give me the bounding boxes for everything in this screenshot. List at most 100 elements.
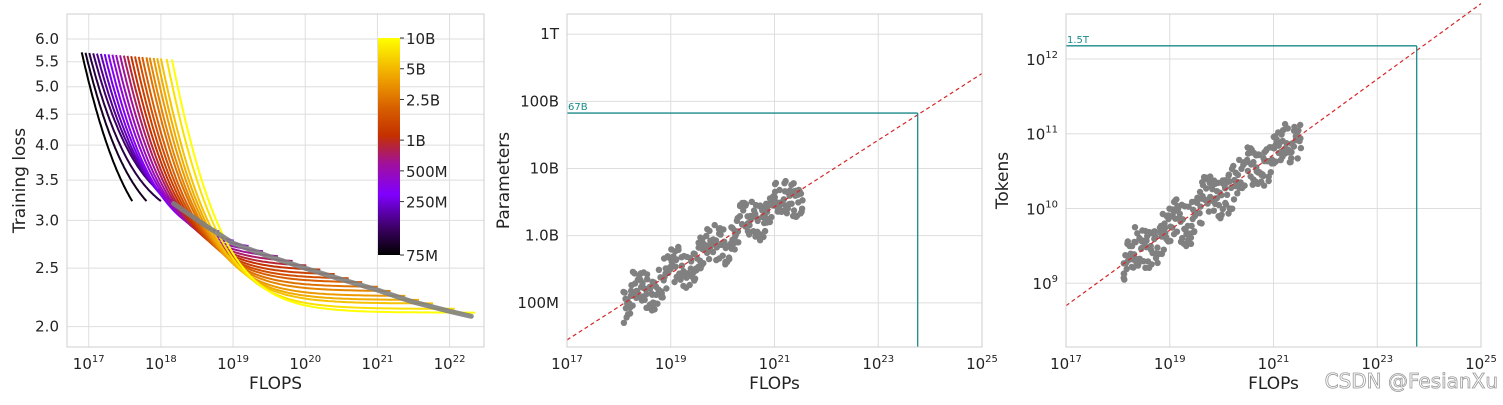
- parameters-point-86: [672, 263, 679, 270]
- tokens-panel-grid: [1065, 14, 1482, 347]
- parameters-point-295: [798, 208, 805, 215]
- tokens-point-114: [1188, 222, 1195, 230]
- watermark: CSDN @FesianXu: [1325, 369, 1498, 393]
- tokens-point-118: [1191, 228, 1198, 235]
- parameters-point-193: [736, 213, 744, 220]
- tokens-point-290: [1294, 155, 1301, 162]
- tokens-point-41: [1143, 237, 1150, 244]
- parameters-point-293: [797, 190, 805, 197]
- tokens-y-ticks: 109 1010 1011 1012: [1026, 50, 1058, 293]
- tokens-point-34: [1140, 258, 1147, 265]
- tokens-point-176: [1225, 171, 1233, 178]
- parameters-point-260: [776, 186, 783, 194]
- parameters-point-252: [772, 179, 780, 187]
- parameters-point-141: [705, 255, 713, 263]
- tokens-point-166: [1219, 205, 1227, 213]
- parameters-point-41: [643, 271, 651, 278]
- parameters-fit-line: [566, 72, 983, 341]
- parameters-point-143: [706, 227, 713, 235]
- parameters-point-40: [644, 276, 651, 283]
- tokens-point-131: [1198, 220, 1205, 227]
- tokens-panel-frame: [1065, 13, 1482, 348]
- parameters-point-245: [768, 213, 775, 221]
- parameters-point-136: [703, 232, 710, 240]
- parameters-y-label: Parameters: [494, 132, 514, 229]
- tokens-y-tick-3: 1012: [1026, 50, 1058, 69]
- parameters-point-92: [675, 243, 682, 251]
- parameters-point-282: [790, 207, 798, 214]
- parameters-point-65: [658, 290, 665, 297]
- loss-x-tick-2: 1019: [217, 354, 249, 373]
- colorbar-tick-0: 10B: [406, 30, 435, 48]
- tokens-point-52: [1151, 228, 1158, 235]
- tokens-point-79: [1167, 237, 1174, 245]
- tokens-x-ticks: 1017 1019 1021 1023 1025: [1050, 354, 1497, 373]
- tokens-point-170: [1221, 185, 1229, 192]
- parameters-point-119: [691, 275, 699, 282]
- colorbar-tick-6: 75M: [406, 247, 438, 265]
- parameters-point-238: [764, 204, 771, 211]
- parameters-point-109: [686, 281, 693, 289]
- colorbar-tick-1: 5B: [406, 61, 426, 79]
- parameters-point-232: [760, 233, 767, 241]
- parameters-point-58: [655, 266, 663, 273]
- tokens-point-28: [1135, 260, 1142, 267]
- tokens-point-185: [1230, 162, 1237, 170]
- tokens-point-191: [1234, 171, 1242, 179]
- parameters-y-tick-4: 1T: [540, 25, 560, 43]
- tokens-point-59: [1154, 259, 1161, 267]
- parameters-point-277: [788, 200, 795, 207]
- tokens-point-180: [1229, 205, 1236, 212]
- parameters-y-tick-2: 10B: [530, 160, 559, 178]
- parameters-point-32: [639, 279, 646, 287]
- parameters-x-tick-3: 1023: [862, 354, 894, 373]
- tokens-point-279: [1288, 148, 1295, 156]
- tokens-point-171: [1223, 191, 1231, 198]
- tokens-point-100: [1179, 216, 1187, 223]
- tokens-point-6: [1123, 265, 1130, 273]
- parameters-x-tick-1: 1019: [655, 354, 687, 373]
- tokens-point-5: [1121, 276, 1128, 283]
- parameters-projection-label: 67B: [568, 102, 588, 113]
- parameters-x-tick-4: 1025: [966, 354, 998, 373]
- loss-curve-0: [80, 52, 134, 202]
- tokens-point-280: [1288, 155, 1295, 162]
- loss-curve-16: [141, 56, 363, 284]
- tokens-point-183: [1230, 196, 1238, 203]
- parameters-point-33: [641, 296, 648, 303]
- loss-envelope-line: [171, 201, 474, 319]
- tokens-x-tick-0: 1017: [1050, 354, 1082, 373]
- loss-y-tick-8: 6.0: [35, 30, 59, 48]
- tokens-y-tick-1: 1010: [1026, 199, 1058, 218]
- parameters-point-10: [626, 310, 634, 317]
- loss-y-tick-5: 4.5: [35, 105, 59, 123]
- tokens-point-68: [1160, 246, 1168, 253]
- colorbar-gradient: [378, 38, 400, 255]
- parameters-x-ticks: 1017 1019 1021 1023 1025: [551, 354, 998, 373]
- parameters-point-37: [643, 291, 650, 298]
- parameters-point-203: [742, 202, 749, 209]
- loss-y-tick-6: 5.0: [35, 78, 59, 96]
- parameters-point-151: [711, 221, 718, 229]
- tokens-point-22: [1132, 239, 1139, 246]
- parameters-point-224: [754, 217, 761, 225]
- tokens-point-48: [1148, 261, 1155, 268]
- parameters-point-185: [731, 246, 738, 253]
- parameters-point-281: [790, 180, 797, 187]
- loss-y-tick-0: 2.0: [35, 318, 59, 336]
- tokens-point-201: [1241, 182, 1248, 189]
- parameters-point-43: [646, 285, 654, 292]
- tokens-y-label: Tokens: [993, 152, 1013, 210]
- tokens-point-92: [1174, 205, 1182, 213]
- tokens-y-tick-2: 1011: [1026, 125, 1058, 144]
- tokens-point-260: [1275, 142, 1282, 149]
- tokens-point-127: [1196, 210, 1203, 217]
- loss-x-tick-1: 1018: [145, 354, 177, 373]
- tokens-point-158: [1214, 179, 1222, 187]
- parameters-point-70: [663, 285, 670, 292]
- parameters-point-268: [782, 177, 789, 185]
- tokens-point-139: [1203, 185, 1210, 192]
- parameters-point-22: [633, 287, 640, 295]
- parameters-point-189: [735, 239, 742, 246]
